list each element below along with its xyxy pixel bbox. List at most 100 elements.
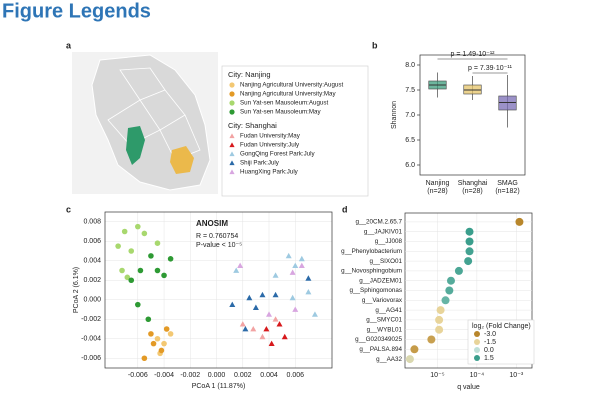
point xyxy=(259,333,266,340)
y-tick-label: g__AA32 xyxy=(376,356,402,363)
point xyxy=(158,347,165,354)
color-legend-swatch xyxy=(474,355,480,361)
y-tick-label: g__JAJKIV01 xyxy=(364,228,403,235)
legend-label: Sun Yat-sen Mausoleum:August xyxy=(240,100,328,107)
color-legend-label: -1.5 xyxy=(484,339,496,346)
y-tick-label: g__PALSA.894 xyxy=(359,346,402,353)
legend-swatch xyxy=(229,160,235,166)
legend-label: Fudan University:July xyxy=(240,142,300,149)
legend-swatch xyxy=(229,91,235,97)
x-tick-label: -0.004 xyxy=(154,372,174,379)
y-tick-label: 0.004 xyxy=(83,258,101,265)
dot xyxy=(436,306,445,315)
point xyxy=(272,316,279,322)
y-tick-label: g__G020349025 xyxy=(355,336,402,343)
legend-label: Sun Yat-sen Mausoleum:May xyxy=(240,109,321,116)
y-axis-label: PCoA 2 (6.1%) xyxy=(73,267,80,313)
point xyxy=(292,262,299,269)
color-legend-swatch xyxy=(474,347,480,353)
dot xyxy=(465,237,474,246)
x-tick-label: 10⁻⁵ xyxy=(430,372,444,379)
legend-label: GongQing Forest Park:July xyxy=(240,151,316,158)
point xyxy=(252,304,259,310)
color-legend-swatch xyxy=(474,339,480,345)
point xyxy=(276,321,283,327)
point xyxy=(311,311,318,317)
dot xyxy=(515,217,524,226)
point xyxy=(272,291,279,298)
dot xyxy=(435,325,444,334)
legend-label: HuangXing Park:July xyxy=(240,169,299,176)
district-border xyxy=(107,67,201,161)
x-tick-label: Nanjing xyxy=(426,180,450,187)
x-tick-note: (n=28) xyxy=(427,188,447,195)
plot-frame xyxy=(104,211,333,369)
y-tick-label: -0.004 xyxy=(81,336,101,343)
annotation-line: P-value < 10⁻⁵ xyxy=(196,242,242,249)
x-tick-label: 0.002 xyxy=(234,372,252,379)
point xyxy=(233,267,240,273)
legend-swatch xyxy=(229,100,235,106)
dot xyxy=(427,335,436,344)
y-tick-label: 0.008 xyxy=(83,219,101,226)
y-tick-label: 0.002 xyxy=(83,277,101,284)
y-tick-label: 0.000 xyxy=(83,297,101,304)
point xyxy=(161,272,167,279)
panel-letter: a xyxy=(66,40,72,50)
point xyxy=(266,311,273,317)
point xyxy=(298,255,305,262)
x-tick-label: Shanghai xyxy=(458,180,488,187)
point xyxy=(137,267,144,274)
point xyxy=(145,316,152,323)
y-tick-label: 6.5 xyxy=(405,137,415,144)
point xyxy=(167,255,174,262)
y-tick-label: 7.5 xyxy=(405,87,415,94)
point xyxy=(141,230,148,237)
y-tick-label: g__20CM.2.65.7 xyxy=(355,219,402,226)
y-axis-label: Shannon xyxy=(391,101,398,129)
point xyxy=(292,306,299,312)
point xyxy=(115,243,121,249)
point xyxy=(237,262,244,269)
legend-label: Fudan University:May xyxy=(240,133,301,140)
point xyxy=(250,326,257,332)
x-tick-label: 10⁻⁴ xyxy=(470,372,485,379)
point xyxy=(141,355,148,362)
point xyxy=(229,301,236,308)
legend-swatch xyxy=(229,109,235,115)
shanghai-region xyxy=(170,146,194,174)
x-tick-label: SMAG xyxy=(497,180,518,187)
point xyxy=(305,288,312,295)
y-tick-label: g__WYBL01 xyxy=(367,326,403,333)
dot xyxy=(465,227,474,236)
y-tick-label: 6.0 xyxy=(405,162,415,169)
point xyxy=(272,272,279,278)
point xyxy=(119,267,125,274)
point xyxy=(154,267,161,274)
map xyxy=(72,52,218,194)
y-tick-label: g__SMYC01 xyxy=(366,317,402,324)
point xyxy=(239,321,246,327)
point xyxy=(167,331,174,337)
legend-label: Nanjing Agricultural University:May xyxy=(240,91,337,98)
point xyxy=(128,277,135,284)
point xyxy=(154,335,161,342)
point xyxy=(154,240,161,246)
y-tick-label: -0.002 xyxy=(81,316,101,323)
legend-label: Nanjing Agricultural University:August xyxy=(240,82,343,89)
annotation-line: R = 0.760754 xyxy=(196,233,238,240)
y-tick-label: g__Phenylobacterium xyxy=(341,248,402,255)
color-legend-label: 1.5 xyxy=(484,355,494,362)
x-tick-label: 0.004 xyxy=(260,372,278,379)
x-tick-label: 0.006 xyxy=(286,372,304,379)
y-tick-label: g__Novosphingobium xyxy=(341,268,402,275)
dot xyxy=(441,296,450,305)
point xyxy=(289,269,296,275)
color-legend-swatch xyxy=(474,331,480,337)
dot xyxy=(464,257,473,266)
legend-swatch xyxy=(229,82,235,88)
panel-letter: b xyxy=(372,40,378,50)
dot xyxy=(405,355,414,364)
legend-swatch xyxy=(229,169,235,175)
